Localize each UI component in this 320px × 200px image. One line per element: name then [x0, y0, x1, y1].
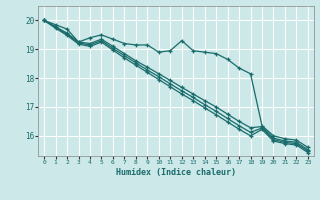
X-axis label: Humidex (Indice chaleur): Humidex (Indice chaleur) [116, 168, 236, 177]
